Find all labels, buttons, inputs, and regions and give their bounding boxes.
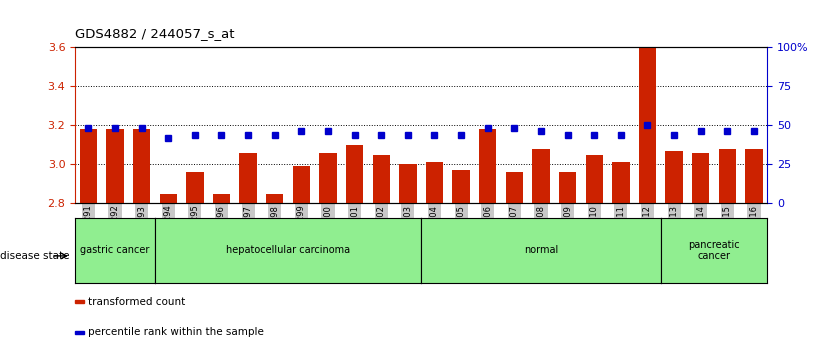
Bar — [746, 149, 762, 203]
Text: disease state: disease state — [0, 251, 69, 261]
Text: gastric cancer: gastric cancer — [80, 245, 149, 256]
Bar — [426, 162, 443, 203]
Bar — [293, 166, 310, 203]
Text: transformed count: transformed count — [88, 297, 186, 306]
Bar — [532, 149, 550, 203]
Bar — [612, 162, 630, 203]
Bar — [505, 172, 523, 203]
Bar — [75, 300, 84, 303]
Bar — [75, 330, 84, 334]
Bar — [346, 145, 364, 203]
Bar — [159, 193, 177, 203]
Bar — [239, 152, 257, 203]
Bar — [453, 170, 470, 203]
Bar — [80, 129, 97, 203]
Bar — [399, 164, 416, 203]
Text: GDS4882 / 244057_s_at: GDS4882 / 244057_s_at — [75, 27, 234, 40]
Bar — [639, 47, 656, 203]
Text: pancreatic
cancer: pancreatic cancer — [688, 240, 740, 261]
Bar — [719, 149, 736, 203]
Bar — [213, 193, 230, 203]
Bar — [186, 172, 203, 203]
Bar — [479, 129, 496, 203]
Text: normal: normal — [524, 245, 558, 256]
Bar — [373, 155, 389, 203]
Bar — [133, 129, 150, 203]
Text: percentile rank within the sample: percentile rank within the sample — [88, 327, 264, 337]
Text: hepatocellular carcinoma: hepatocellular carcinoma — [226, 245, 350, 256]
Bar — [266, 193, 284, 203]
Bar — [692, 152, 710, 203]
Bar — [666, 151, 683, 203]
Bar — [319, 152, 337, 203]
Bar — [559, 172, 576, 203]
Bar — [107, 129, 123, 203]
Bar — [585, 155, 603, 203]
